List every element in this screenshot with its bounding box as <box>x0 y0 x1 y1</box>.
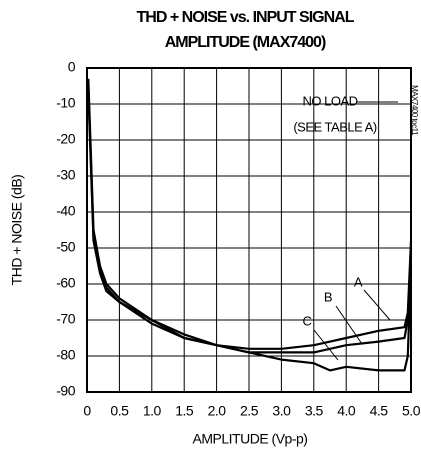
annotation: NO LOAD <box>302 93 357 108</box>
x-tick-label: 1.0 <box>143 403 162 419</box>
annotation: (SEE TABLE A) <box>293 119 377 134</box>
chart-title: THD + NOISE vs. INPUT SIGNAL <box>137 9 355 26</box>
x-tick-label: 4.0 <box>337 403 356 419</box>
x-tick-label: 4.5 <box>370 403 389 419</box>
y-tick-label: -60 <box>56 275 75 291</box>
series-line <box>87 89 413 372</box>
chart-title: AMPLITUDE (MAX7400) <box>165 34 326 51</box>
x-tick-label: 0 <box>83 403 91 419</box>
y-tick-label: -40 <box>56 203 75 219</box>
y-tick-label: 0 <box>68 59 76 75</box>
y-axis-label: THD + NOISE (dB) <box>9 175 25 286</box>
plot-frame <box>86 67 412 393</box>
figure-id: MAX7400 toc11 <box>410 85 419 136</box>
y-tick-label: -30 <box>56 167 75 183</box>
x-tick-label: 2.0 <box>208 403 227 419</box>
series-line <box>87 78 413 350</box>
leader-line <box>363 289 391 321</box>
series-label: C <box>303 313 312 328</box>
x-axis-label: AMPLITUDE (Vp-p) <box>193 431 308 447</box>
leader-line <box>335 305 363 345</box>
leader-line <box>313 329 339 361</box>
series-label: A <box>354 274 363 289</box>
y-tick-label: -10 <box>56 95 75 111</box>
x-tick-label: 5.0 <box>402 403 421 419</box>
y-tick-label: -20 <box>56 131 75 147</box>
y-tick-label: -80 <box>56 347 75 363</box>
series-label: B <box>324 289 332 304</box>
x-tick-label: 3.0 <box>272 403 291 419</box>
x-tick-label: 1.5 <box>175 403 194 419</box>
y-tick-label: -90 <box>56 383 75 399</box>
y-tick-label: -50 <box>56 239 75 255</box>
x-tick-label: 0.5 <box>110 403 129 419</box>
y-tick-label: -70 <box>56 311 75 327</box>
x-tick-label: 2.5 <box>240 403 259 419</box>
x-tick-label: 3.5 <box>305 403 324 419</box>
